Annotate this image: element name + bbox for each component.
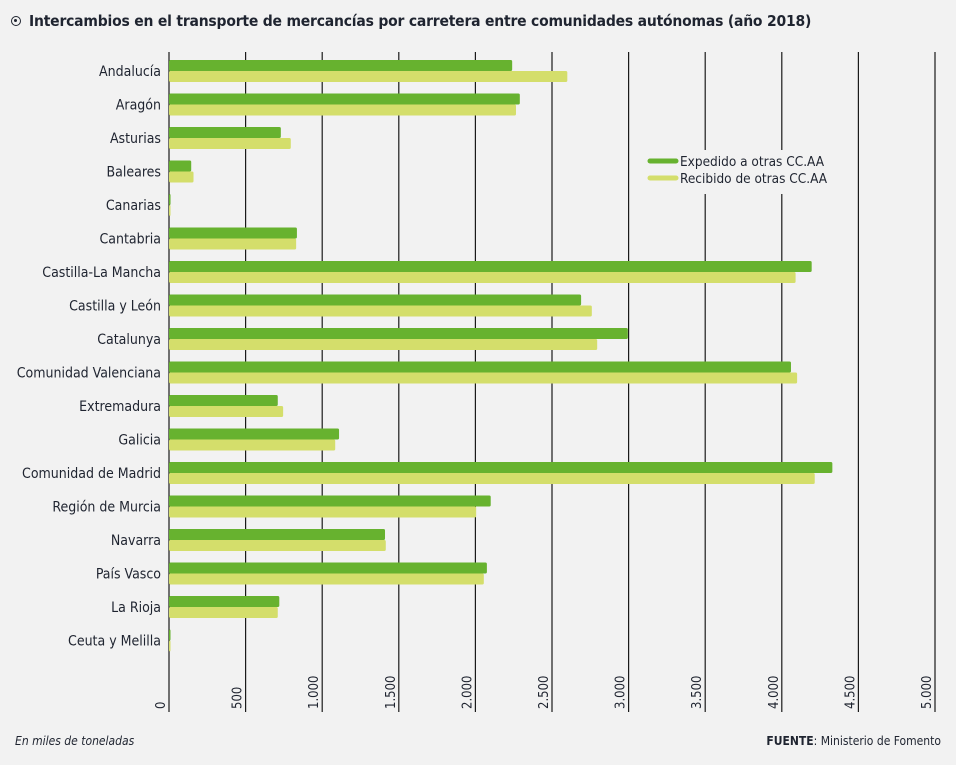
category-label: Asturias [110,131,161,147]
category-label: Extremadura [79,399,161,415]
chart-title-text: Intercambios en el transporte de mercanc… [29,12,812,30]
bar-recibido [169,238,297,250]
bar-expedido [169,395,278,406]
legend-label-recibido: Recibido de otras CC.AA [680,171,828,187]
x-tick-label: 1.000 [307,676,322,709]
bar-recibido [169,272,796,283]
source-text: : Ministerio de Fomento [813,734,941,748]
x-tick-label: 1.500 [384,676,399,709]
legend-background [630,150,856,194]
bar-recibido [169,406,284,417]
x-tick-label: 0 [154,702,169,709]
category-labels: Andalucía Aragón Asturias Baleares Canarias C… [17,64,162,650]
bar-recibido [169,473,815,484]
bar-expedido [169,596,280,607]
bar-recibido [169,640,171,652]
bar-chart: Andalucía Aragón Asturias Baleares Canarias C… [17,52,936,712]
x-tick-labels: 0 500 1.000 1.500 2.000 2.500 3.000 3.500 4.000 4… [154,676,935,709]
bar-expedido [169,194,171,205]
target-circle-icon [11,16,21,26]
bar-expedido [169,529,386,540]
bar-recibido [169,305,592,317]
bar-expedido [169,60,513,71]
bar-expedido [169,160,192,172]
chart-title: Intercambios en el transporte de mercanc… [11,12,811,30]
bar-expedido [169,93,520,105]
bar-expedido [169,495,491,507]
category-label: Aragón [116,98,161,114]
category-label: Baleares [106,165,161,181]
category-label: Catalunya [97,332,161,348]
x-tick-label: 3.500 [690,676,705,709]
category-label: Castilla y León [69,299,161,315]
bar-recibido [169,607,278,618]
bar-expedido [169,328,628,339]
category-label: Región de Murcia [52,500,161,516]
x-tick-label: 3.000 [614,676,629,709]
category-label: Ceuta y Melilla [68,634,161,650]
bar-expedido [169,227,297,239]
x-tick-label: 2.500 [537,676,552,709]
bar-recibido [169,71,568,82]
category-label: Comunidad de Madrid [22,466,161,482]
bar-recibido [169,104,516,116]
category-label: Galicia [118,433,161,449]
source-label: FUENTE [766,734,814,748]
bar-recibido [169,339,598,350]
units-note: En miles de toneladas [15,734,135,748]
bar-recibido [169,205,171,216]
x-tick-label: 500 [231,687,246,709]
x-tick-label: 4.000 [767,676,782,709]
legend-label-expedido: Expedido a otras CC.AA [680,154,825,170]
bar-expedido [169,428,340,440]
bar-recibido [169,372,798,384]
category-label: Canarias [106,198,161,214]
bar-recibido [169,506,477,518]
category-label: Andalucía [99,64,161,80]
bar-recibido [169,573,484,585]
bars [169,60,833,652]
bar-expedido [169,462,833,473]
source-note: FUENTE: Ministerio de Fomento [766,734,941,748]
bar-expedido [169,294,582,306]
bar-recibido [169,138,291,149]
category-label: Navarra [111,533,161,549]
bar-recibido [169,171,194,183]
bar-expedido [169,127,281,138]
category-label: Comunidad Valenciana [17,366,161,382]
x-tick-label: 2.000 [460,676,475,709]
x-tick-label: 4.500 [843,676,858,709]
bar-expedido [169,629,171,641]
bar-expedido [169,261,812,272]
bar-recibido [169,540,386,551]
bar-expedido [169,562,487,574]
category-label: Cantabria [99,232,161,248]
category-label: La Rioja [111,600,161,616]
bar-recibido [169,439,336,451]
category-label: País Vasco [96,567,161,583]
category-label: Castilla-La Mancha [42,265,161,281]
x-tick-label: 5.000 [920,676,935,709]
legend: Expedido a otras CC.AA Recibido de otras… [630,150,856,194]
bar-expedido [169,361,791,373]
